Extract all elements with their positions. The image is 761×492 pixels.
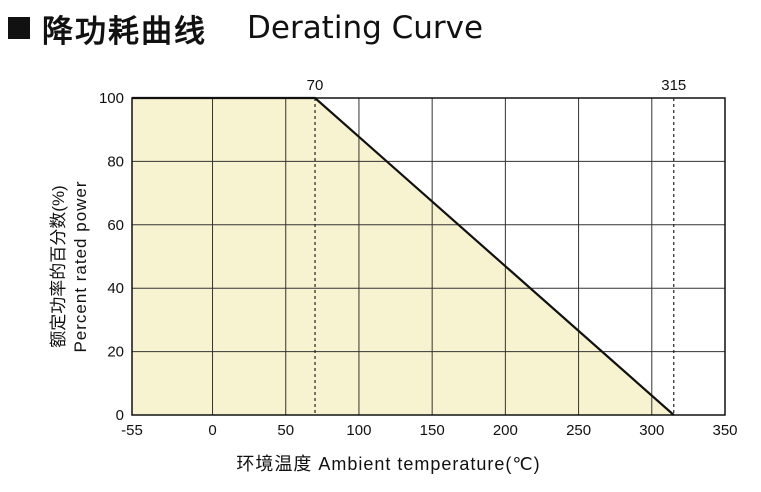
chart-title-english: Derating Curve [247, 10, 484, 46]
y-tick-label: 60 [107, 217, 124, 234]
y-axis-label-english: Percent rated power [71, 180, 90, 352]
annotation-label: 70 [307, 77, 324, 94]
x-tick-label: 150 [420, 422, 445, 439]
y-tick-label: 0 [116, 407, 124, 424]
derating-curve-line [132, 96, 675, 416]
y-axis-label-chinese: 额定功率的百分数(%) [49, 185, 68, 347]
chart-header: 降功耗曲线 Derating Curve [8, 6, 483, 50]
x-tick-label: 300 [639, 422, 664, 439]
x-tick-label: -55 [121, 422, 143, 439]
x-tick-label: 50 [277, 422, 294, 439]
x-tick-label: 200 [493, 422, 518, 439]
square-bullet-icon [8, 17, 30, 39]
y-tick-label: 40 [107, 280, 124, 297]
y-tick-label: 20 [107, 344, 124, 361]
y-tick-label: 80 [107, 153, 124, 170]
chart-title-chinese: 降功耗曲线 [42, 13, 207, 50]
x-tick-label: 0 [208, 422, 216, 439]
x-axis-label: 环境温度 Ambient temperature(℃) [236, 454, 540, 474]
x-tick-label: 100 [346, 422, 371, 439]
derating-area [132, 98, 674, 415]
plot-frame [131, 97, 726, 416]
y-tick-label: 100 [99, 90, 124, 107]
x-tick-label: 350 [712, 422, 737, 439]
annotation-label: 315 [661, 77, 686, 94]
x-tick-label: 250 [566, 422, 591, 439]
